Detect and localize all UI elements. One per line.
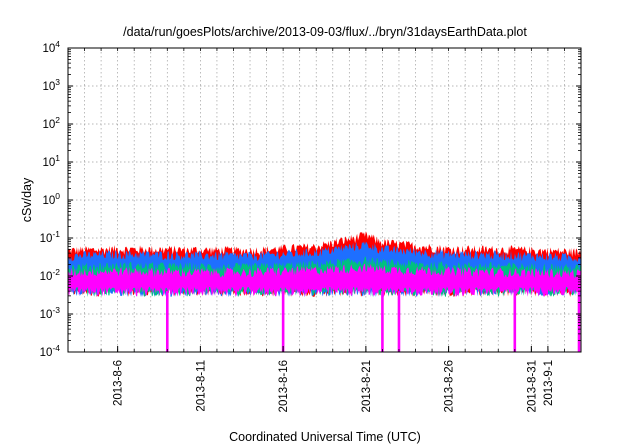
x-axis-label: Coordinated Universal Time (UTC) <box>229 430 421 444</box>
y-tick-label: 100 <box>42 191 60 207</box>
x-tick-label: 2013-9-1 <box>543 360 555 406</box>
y-tick-label: 10-1 <box>40 229 61 245</box>
dropout-spike <box>577 291 581 352</box>
series-band <box>68 263 581 297</box>
x-tick-label: 2013-8-16 <box>278 360 290 412</box>
x-tick-label: 2013-8-26 <box>444 360 456 412</box>
y-tick-label: 102 <box>42 115 60 131</box>
axis-ticks: 10-4 10-3 10-2 10-1 100 101 102 103 104 2013-8-6 2… <box>40 39 581 412</box>
y-tick-label: 10-4 <box>40 343 61 359</box>
y-tick-label: 103 <box>42 77 60 93</box>
dropout-spike <box>381 291 384 352</box>
y-axis-label: cSv/day <box>20 177 34 222</box>
dropout-spike <box>165 291 169 352</box>
dropout-spike <box>513 291 517 352</box>
y-tick-label: 10-3 <box>40 305 61 321</box>
x-tick-label: 2013-8-6 <box>113 360 125 406</box>
chart-title: /data/run/goesPlots/archive/2013-09-03/f… <box>123 25 527 39</box>
y-tick-label: 10-2 <box>40 267 61 283</box>
dropout-spike <box>281 291 285 352</box>
y-tick-label: 104 <box>42 39 60 55</box>
grid <box>68 48 581 352</box>
series-layer <box>68 231 581 352</box>
y-tick-label: 101 <box>42 153 60 169</box>
x-tick-label: 2013-8-31 <box>526 360 538 412</box>
dropout-spike <box>397 291 401 352</box>
x-tick-label: 2013-8-11 <box>195 360 207 412</box>
x-tick-label: 2013-8-21 <box>361 360 373 412</box>
